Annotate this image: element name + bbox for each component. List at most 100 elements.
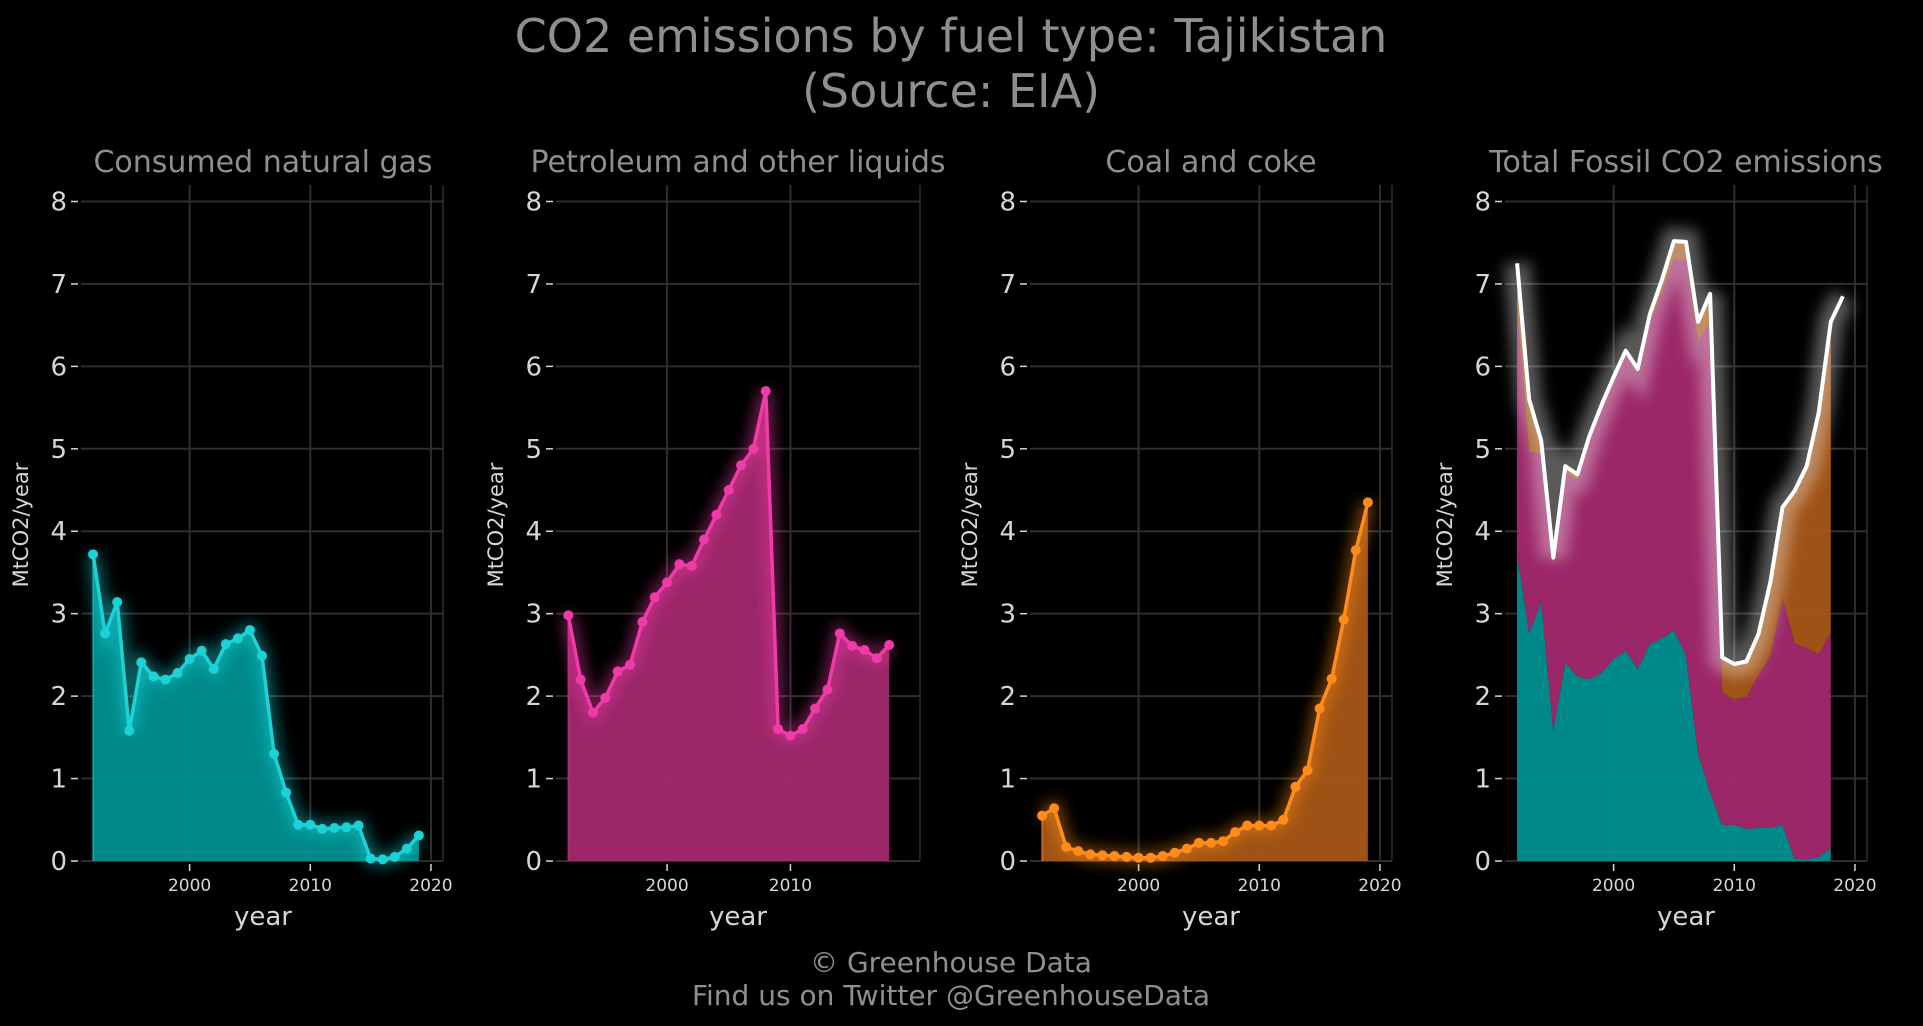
y-tick-label: 6 [525,352,542,382]
data-point-coal [1254,820,1265,831]
series-line-coal [1041,501,1370,860]
y-tick-label: 3 [999,600,1016,630]
y-tick-label: 3 [50,600,67,630]
x-tick-label: 2010 [1713,876,1756,896]
data-point-petroleum [600,692,611,703]
data-point-petroleum [637,616,648,627]
data-point-petroleum [785,730,796,741]
data-point-petroleum [649,592,660,603]
panel-coal: Coal and coke 0 1 2 3 4 5 6 7 8 2000 2010 2020 year Mt… [958,145,1402,932]
y-tick-label: 1 [50,765,67,795]
total-line [1515,239,1845,666]
y-tick-label: 7 [1474,270,1491,300]
data-point-petroleum [760,386,771,397]
y-tick-label: 2 [999,682,1016,712]
data-point-coal [1049,803,1060,814]
x-tick-label: 2020 [1833,876,1876,896]
data-point-gas [220,639,231,650]
data-point-petroleum [822,684,833,695]
data-point-coal [1302,765,1313,776]
data-point-petroleum [736,460,747,471]
x-tick-label: 2010 [769,876,812,896]
data-point-gas [208,663,219,674]
y-tick-label: 0 [999,847,1016,877]
y-tick-label: 8 [50,187,67,217]
data-point-petroleum [859,644,870,655]
stacked-area-gas [1517,554,1831,861]
y-tick-label: 1 [525,765,542,795]
y-tick-label: 8 [1474,187,1491,217]
series-line-gas [91,554,421,862]
data-point-coal [1181,843,1192,854]
data-point-gas [244,625,255,636]
data-point-gas [401,843,412,854]
data-point-petroleum [662,577,673,588]
panel-title: Total Fossil CO2 emissions [1488,145,1882,180]
y-tick-label: 3 [525,600,542,630]
y-tick-label: 2 [1474,682,1491,712]
data-point-petroleum [711,509,722,520]
data-point-gas [184,654,195,665]
y-tick-label: 8 [999,187,1016,217]
series-area-petroleum [568,391,890,861]
data-point-coal [1145,852,1156,863]
data-point-gas [353,820,364,831]
y-tick-label: 0 [50,847,67,877]
panel-title: Petroleum and other liquids [530,145,945,180]
data-point-petroleum [810,703,821,714]
y-tick-label: 6 [50,352,67,382]
panel-title: Coal and coke [1105,145,1316,180]
data-point-coal [1206,837,1216,848]
y-tick-label: 6 [1474,352,1491,382]
data-point-gas [329,823,340,834]
y-axis-label: MtCO2/year [484,462,508,587]
x-tick-label: 2020 [409,876,452,896]
y-tick-label: 1 [999,765,1016,795]
data-point-gas [88,549,99,560]
y-tick-label: 7 [50,270,67,300]
data-point-gas [293,819,304,830]
data-point-coal [1073,846,1084,857]
data-point-petroleum [834,628,845,639]
data-point-coal [1350,545,1361,556]
data-point-coal [1314,703,1325,714]
y-tick-label: 5 [525,435,542,465]
data-point-gas [172,668,183,679]
data-point-petroleum [699,534,710,545]
data-point-gas [305,819,316,830]
data-point-gas [124,725,135,736]
y-tick-label: 2 [525,682,542,712]
data-point-gas [317,823,328,834]
y-tick-label: 3 [1474,600,1491,630]
data-point-coal [1061,841,1072,852]
data-point-petroleum [686,560,697,571]
data-point-gas [136,657,147,668]
x-tick-label: 2010 [1238,876,1281,896]
data-point-petroleum [773,724,784,735]
data-point-petroleum [847,640,858,651]
y-tick-label: 4 [999,517,1016,547]
x-tick-label: 2000 [645,876,688,896]
series-area-gas [93,554,419,861]
footer-twitter: Find us on Twitter @GreenhouseData [692,979,1210,1012]
data-point-coal [1218,836,1229,847]
chart-title-line2: (Source: EIA) [802,64,1100,118]
x-tick-label: 2000 [1592,876,1635,896]
data-point-petroleum [563,610,574,621]
data-point-petroleum [748,443,759,454]
data-point-petroleum [625,659,636,670]
y-tick-label: 5 [50,435,67,465]
data-point-coal [1266,820,1277,831]
data-point-coal [1037,810,1048,821]
data-point-gas [196,645,207,656]
y-tick-label: 4 [1474,517,1491,547]
data-point-coal [1121,851,1132,862]
data-point-coal [1097,850,1108,861]
panel-petroleum: Petroleum and other liquids 0 1 2 3 4 5 6 7 8 2000… [484,145,946,932]
data-point-coal [1230,827,1241,838]
y-tick-label: 2 [50,682,67,712]
data-point-petroleum [588,707,599,718]
y-tick-label: 7 [525,270,542,300]
data-point-coal [1290,781,1301,792]
